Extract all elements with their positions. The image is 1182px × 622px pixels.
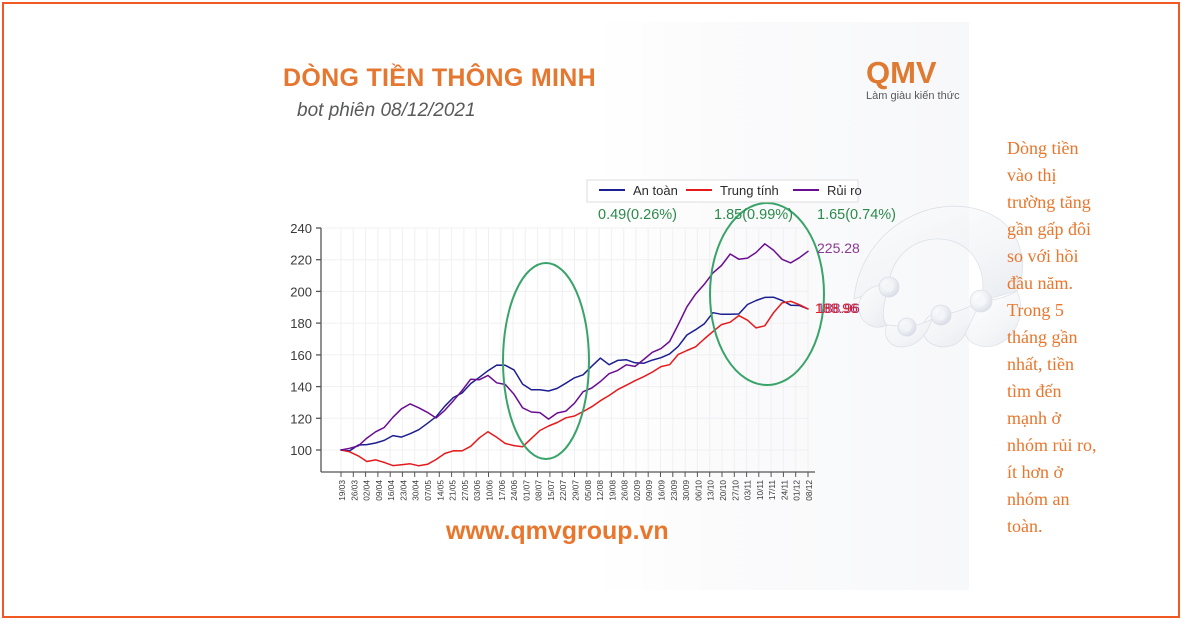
svg-text:02/04: 02/04 (362, 480, 372, 501)
svg-text:27/10: 27/10 (730, 480, 740, 501)
svg-text:08/12: 08/12 (804, 480, 814, 501)
svg-text:19/03: 19/03 (337, 480, 347, 501)
svg-text:09/09: 09/09 (644, 480, 654, 501)
svg-text:06/10: 06/10 (693, 480, 703, 501)
svg-text:20/10: 20/10 (718, 480, 728, 501)
svg-text:07/05: 07/05 (423, 480, 433, 501)
svg-text:17/06: 17/06 (497, 480, 507, 501)
svg-text:188.96: 188.96 (815, 300, 858, 316)
svg-text:1.65(0.74%): 1.65(0.74%) (817, 207, 896, 223)
svg-text:Rủi ro: Rủi ro (827, 183, 862, 198)
svg-text:140: 140 (290, 380, 312, 395)
svg-text:220: 220 (290, 253, 312, 268)
svg-text:01/07: 01/07 (521, 480, 531, 501)
svg-text:30/09: 30/09 (681, 480, 691, 501)
svg-text:180: 180 (290, 316, 312, 331)
svg-text:10/06: 10/06 (485, 480, 495, 501)
svg-text:03/11: 03/11 (743, 480, 753, 501)
svg-text:26/03: 26/03 (349, 480, 359, 501)
svg-text:22/07: 22/07 (558, 480, 568, 501)
svg-text:15/07: 15/07 (546, 480, 556, 501)
svg-text:02/09: 02/09 (632, 480, 642, 501)
svg-text:24/06: 24/06 (509, 480, 519, 501)
svg-text:21/05: 21/05 (448, 480, 458, 501)
svg-text:16/04: 16/04 (386, 480, 396, 501)
svg-text:23/04: 23/04 (398, 480, 408, 501)
svg-text:08/07: 08/07 (534, 480, 544, 501)
svg-text:26/08: 26/08 (620, 480, 630, 501)
svg-text:29/07: 29/07 (571, 480, 581, 501)
svg-text:01/12: 01/12 (792, 480, 802, 501)
svg-text:24/11: 24/11 (779, 480, 789, 501)
svg-text:27/05: 27/05 (460, 480, 470, 501)
svg-text:16/09: 16/09 (657, 480, 667, 501)
svg-text:200: 200 (290, 284, 312, 299)
svg-text:17/11: 17/11 (767, 480, 777, 501)
svg-text:03/06: 03/06 (472, 480, 482, 501)
svg-text:100: 100 (290, 443, 312, 458)
svg-text:09/04: 09/04 (374, 480, 384, 501)
svg-text:12/08: 12/08 (595, 480, 605, 501)
svg-text:1.85(0.99%): 1.85(0.99%) (714, 207, 793, 223)
svg-text:0.49(0.26%): 0.49(0.26%) (598, 207, 677, 223)
svg-text:14/05: 14/05 (435, 480, 445, 501)
svg-text:225.28: 225.28 (817, 240, 860, 256)
svg-text:An toàn: An toàn (633, 183, 678, 198)
svg-text:19/08: 19/08 (607, 480, 617, 501)
svg-text:160: 160 (290, 348, 312, 363)
svg-text:120: 120 (290, 411, 312, 426)
svg-text:Trung tính: Trung tính (720, 183, 779, 198)
svg-text:10/11: 10/11 (755, 480, 765, 501)
svg-text:13/10: 13/10 (706, 480, 716, 501)
svg-text:30/04: 30/04 (411, 480, 421, 501)
svg-text:23/09: 23/09 (669, 480, 679, 501)
svg-text:05/08: 05/08 (583, 480, 593, 501)
svg-text:240: 240 (290, 221, 312, 236)
